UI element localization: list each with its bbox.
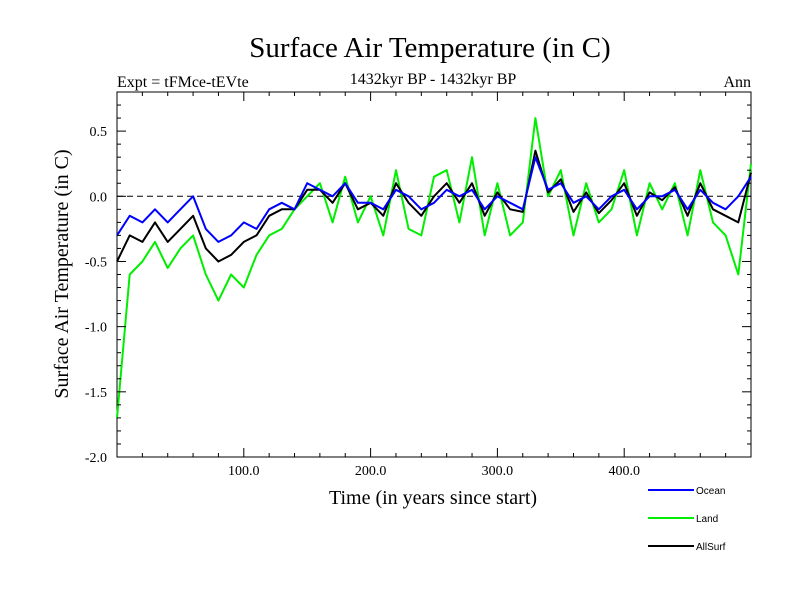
series-line-ocean (116, 156, 752, 243)
series-layer (116, 117, 752, 418)
series-line-land (116, 117, 752, 418)
y-tick-label: -0.5 (85, 255, 107, 270)
chart-title: Surface Air Temperature (in C) (249, 32, 610, 64)
legend-label-ocean: Ocean (696, 486, 725, 497)
series-line-allsurf (116, 149, 752, 263)
y-tick-label: 0.5 (90, 125, 108, 140)
legend: Ocean Land AllSurf (648, 486, 726, 553)
x-tick-label: 300.0 (482, 464, 514, 479)
y-axis-label: Surface Air Temperature (in C) (51, 149, 73, 398)
x-tick-label: 200.0 (355, 464, 387, 479)
chart-expt-label: Expt = tFMce-tEVte (117, 74, 249, 91)
x-axis-label: Time (in years since start) (329, 487, 537, 509)
x-tick-label: 100.0 (228, 464, 260, 479)
plot-frame (116, 91, 752, 458)
chart-season-label: Ann (723, 74, 751, 91)
axis-layer: 100.0 200.0 300.0 400.0 0.5 0.0 -0.5 -1.0 -1.5 -2… (85, 91, 751, 479)
chart-subtitle: 1432kyr BP - 1432kyr BP (350, 71, 517, 88)
x-tick-label: 400.0 (608, 464, 640, 479)
y-tick-label: -2.0 (85, 451, 107, 466)
y-tick-label: -1.0 (85, 321, 107, 336)
y-tick-label: 0.0 (90, 190, 108, 205)
y-tick-label: -1.5 (85, 386, 107, 401)
legend-label-land: Land (696, 514, 718, 525)
legend-label-allsurf: AllSurf (696, 542, 726, 553)
